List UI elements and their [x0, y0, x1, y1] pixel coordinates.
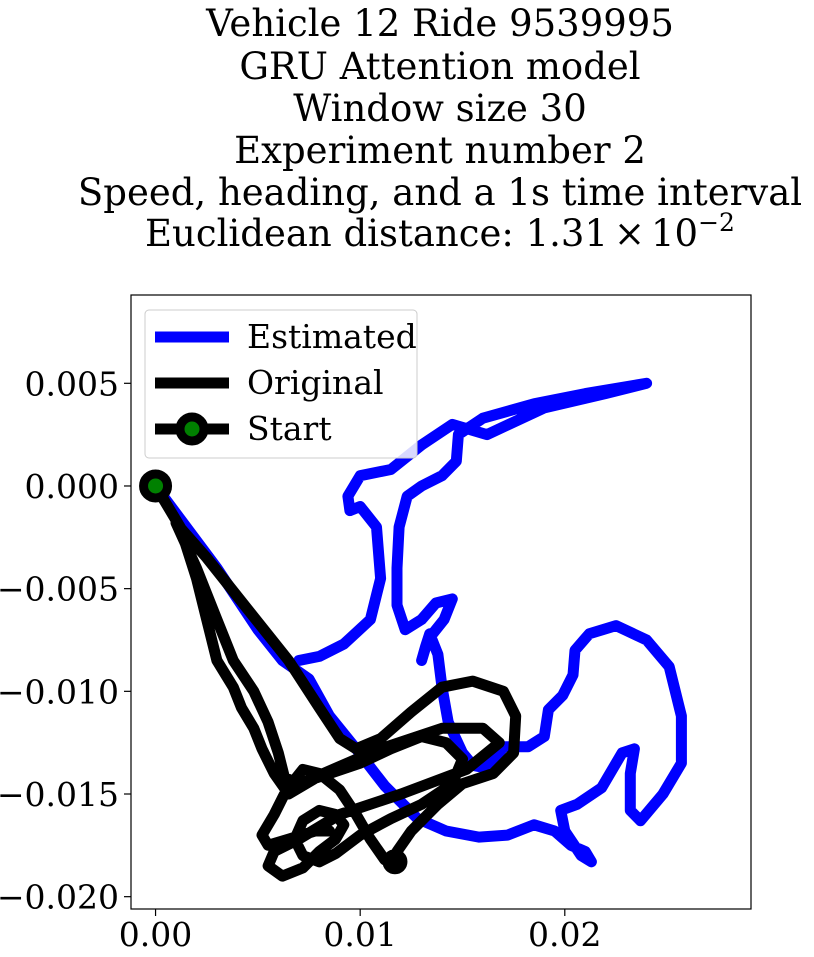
title-line-5: Speed, heading, and a 1s time interval — [78, 171, 802, 214]
y-tick-label: −0.020 — [0, 878, 119, 917]
y-tick-label: 0.005 — [25, 364, 119, 403]
title-line-1: Vehicle 12 Ride 9539995 — [205, 2, 674, 45]
legend-label-original: Original — [247, 363, 384, 402]
distance-times: × — [614, 212, 645, 255]
distance-prefix: Euclidean distance: — [145, 212, 526, 255]
distance-base: 10 — [651, 212, 698, 255]
x-tick-label: 0.00 — [119, 915, 192, 954]
y-tick-label: 0.000 — [25, 467, 119, 506]
legend-start-marker — [175, 412, 209, 446]
distance-mantissa: 1.31 — [526, 212, 608, 255]
title-line-distance: Euclidean distance: 1.31 × 10−2 — [145, 208, 735, 255]
start-marker — [139, 469, 173, 503]
x-axis: 0.00 0.01 0.02 — [119, 909, 602, 954]
legend: Estimated Original Start — [144, 309, 418, 459]
x-tick-label: 0.01 — [323, 915, 396, 954]
x-tick-label: 0.02 — [528, 915, 601, 954]
chart-title: Vehicle 12 Ride 9539995 GRU Attention mo… — [78, 2, 802, 255]
series-line-estimated — [150, 377, 687, 868]
title-line-4: Experiment number 2 — [234, 129, 646, 172]
y-tick-label: −0.010 — [0, 672, 119, 711]
distance-exponent: −2 — [698, 208, 735, 237]
y-tick-label: −0.015 — [0, 775, 119, 814]
title-line-2: GRU Attention model — [239, 45, 640, 88]
y-tick-label: −0.005 — [0, 570, 119, 609]
legend-label-estimated: Estimated — [247, 317, 417, 356]
legend-box — [144, 309, 418, 459]
legend-label-start: Start — [247, 409, 332, 448]
series-line-original — [150, 480, 522, 882]
plot-frame — [130, 294, 752, 910]
y-axis: 0.005 0.000 −0.005 −0.010 −0.015 −0.020 — [0, 364, 131, 917]
title-line-3: Window size 30 — [293, 87, 587, 130]
original-end-marker — [382, 849, 408, 875]
marker-layer — [139, 469, 408, 875]
